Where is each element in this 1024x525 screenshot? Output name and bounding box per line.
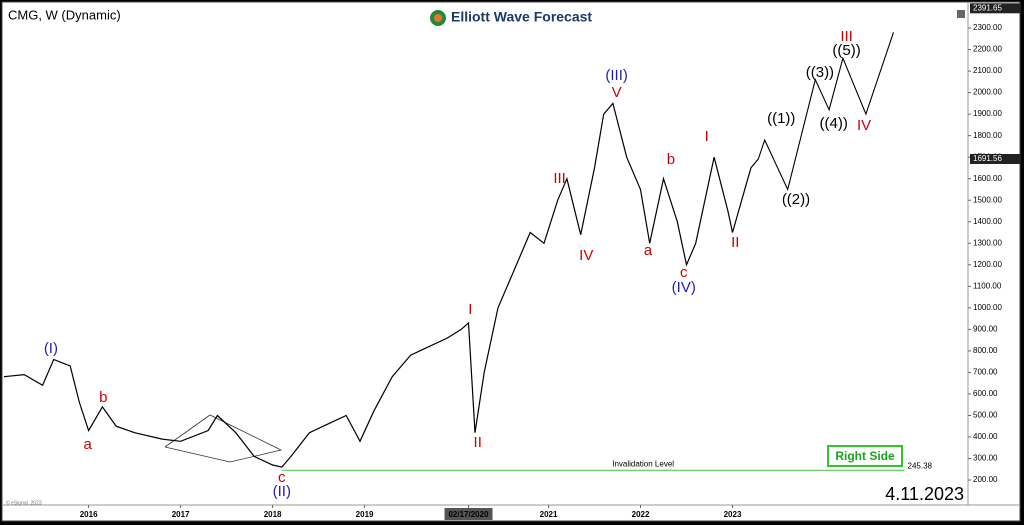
projection-line: [757, 32, 895, 192]
y-tick-label: 2000.00: [973, 88, 1002, 97]
y-tick-label: 1000.00: [973, 303, 1002, 312]
y-tick-label: 1200.00: [973, 260, 1002, 269]
wave-label: I: [705, 128, 709, 145]
y-tick-label: 1900.00: [973, 109, 1002, 118]
wave-label: V: [612, 84, 622, 101]
plot: 200.00 300.00 400.00 500.00 600.00 700.00 800.…: [3, 3, 1020, 520]
y-tick-label: 2100.00: [973, 66, 1002, 75]
wave-label: ((1)): [767, 110, 795, 127]
wave-label: a: [84, 436, 93, 453]
wave-label: ((4)): [820, 115, 848, 132]
wave-label: (III): [605, 67, 628, 84]
y-tick-label: 900.00: [973, 324, 998, 333]
y-tick-label: 600.00: [973, 389, 998, 398]
x-tick-label: 2017: [172, 510, 190, 519]
wave-label: b: [667, 151, 675, 168]
y-tick-label: 1800.00: [973, 131, 1002, 140]
menu-icon: [957, 10, 965, 18]
y-tick-label: 1400.00: [973, 217, 1002, 226]
x-tick-label: 2021: [540, 510, 558, 519]
wave-label: II: [474, 434, 482, 451]
price-label-box: [970, 3, 1020, 14]
y-tick-label: 800.00: [973, 346, 998, 355]
wave-label: ((3)): [806, 64, 834, 81]
wave-label: ((5)): [832, 42, 860, 59]
badge: Right Side: [827, 445, 903, 467]
wedge: [164, 414, 283, 463]
x-tick-label: 2016: [80, 510, 98, 519]
wave-label: b: [99, 389, 107, 406]
x-tick-label: 2018: [264, 510, 282, 519]
brand-logo: Elliott Wave Forecast: [430, 9, 592, 26]
price-label: 2391.65: [973, 3, 1002, 12]
wave-label: (II): [273, 483, 291, 500]
x-tick-label: 02/17/2020: [448, 510, 489, 519]
y-tick-label: 500.00: [973, 411, 998, 420]
wave-label: (I): [44, 340, 58, 357]
badge-text: Right Side: [835, 449, 895, 463]
wave-label: (IV): [672, 279, 696, 296]
price-label-box: [970, 153, 1020, 164]
wave-label: a: [644, 242, 653, 259]
brand-name: Elliott Wave Forecast: [451, 9, 592, 25]
wave-label: III: [840, 28, 853, 45]
invalidation-value: 245.38: [908, 461, 933, 470]
y-tick-label: 300.00: [973, 454, 998, 463]
invalidation-label: Invalidation Level: [612, 459, 674, 468]
chart-title: CMG, W (Dynamic): [8, 7, 121, 22]
wave-label: c: [680, 264, 688, 281]
wave-label: c: [278, 469, 286, 486]
x-tick-label: 2023: [724, 510, 742, 519]
wave-label: IV: [579, 247, 593, 264]
source: © eSignal, 2023: [6, 499, 42, 506]
y-tick-label: 1100.00: [973, 281, 1002, 290]
x-tick-label: 2019: [356, 510, 374, 519]
y-tick-label: 1300.00: [973, 238, 1002, 247]
y-tick-label: 1500.00: [973, 195, 1002, 204]
y-tick-label: 400.00: [973, 432, 998, 441]
price-label: 1691.56: [973, 154, 1002, 163]
x-tick-highlight: [444, 508, 493, 520]
price-line: [3, 102, 759, 468]
y-tick-label: 2300.00: [973, 23, 1002, 32]
date-stamp: 4.11.2023: [885, 484, 964, 504]
wave-label: II: [731, 234, 739, 251]
x-tick-label: 2022: [632, 510, 650, 519]
wave-label: I: [468, 301, 472, 318]
wave-label: III: [553, 170, 566, 187]
badge-box: [827, 445, 903, 467]
y-tick-label: 700.00: [973, 368, 998, 377]
logo-icon-center: [434, 14, 442, 22]
y-tick-label: 2200.00: [973, 45, 1002, 54]
wave-label: ((2)): [782, 191, 810, 208]
y-tick-label: 1600.00: [973, 174, 1002, 183]
wave-label: IV: [857, 117, 871, 134]
y-tick-label: 200.00: [973, 475, 998, 484]
